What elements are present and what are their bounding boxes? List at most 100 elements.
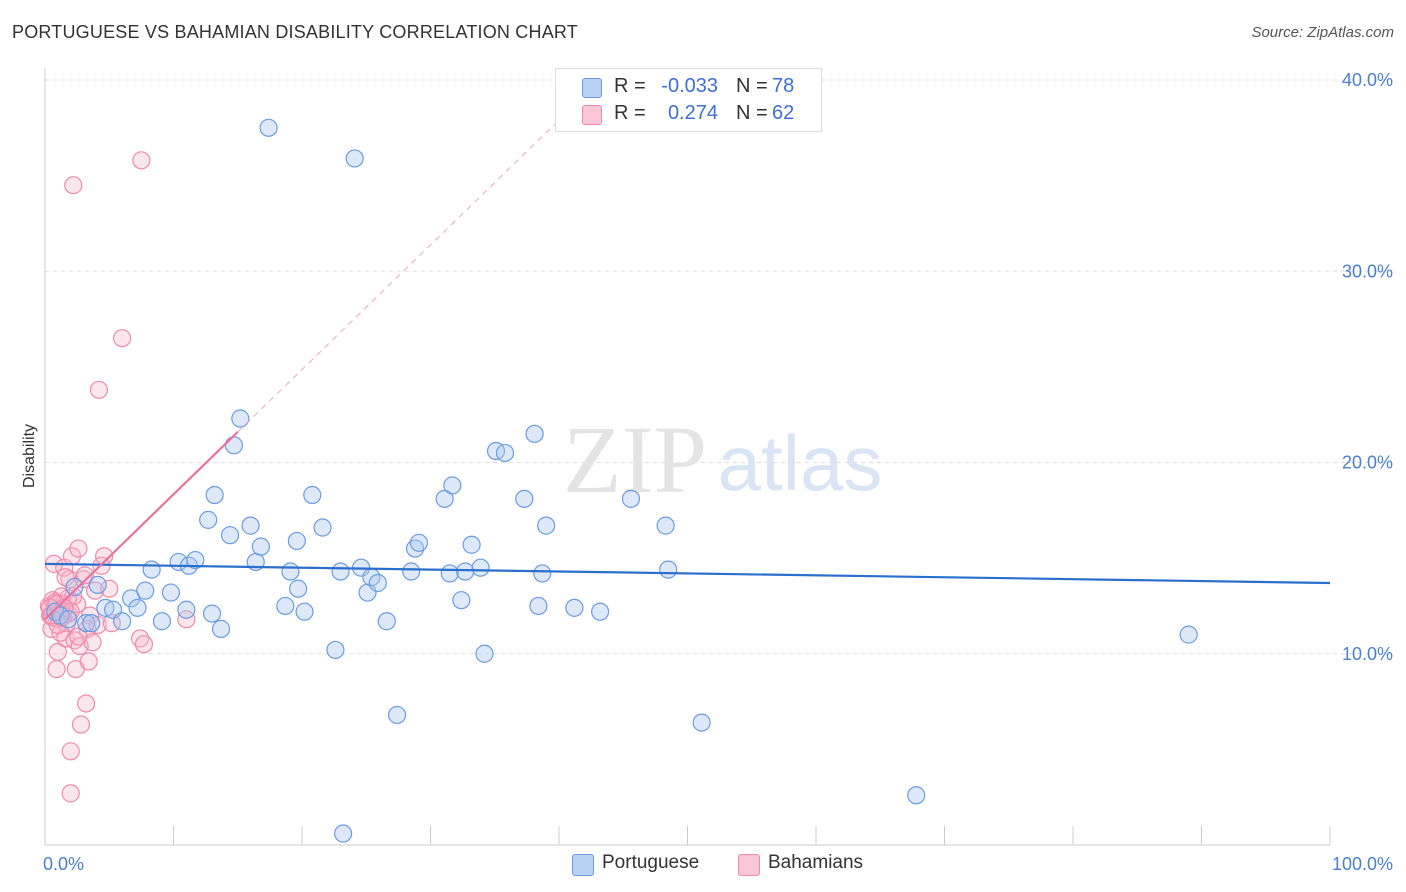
watermark-zip: ZIP: [563, 406, 707, 513]
portuguese-point: [402, 562, 421, 581]
portuguese-point: [440, 564, 459, 583]
bahamians-point: [69, 539, 88, 558]
portuguese-point: [59, 610, 78, 629]
portuguese-point: [88, 575, 107, 595]
bahamians-point: [132, 151, 151, 170]
legend-r-value: 0.274: [667, 102, 718, 124]
portuguese-point: [456, 562, 475, 581]
portuguese-point: [128, 598, 147, 617]
bahamians-point: [48, 642, 67, 661]
bahamians-point: [88, 615, 107, 635]
legend-n-label: N =: [736, 75, 768, 97]
portuguese-point: [259, 118, 278, 137]
portuguese-point: [443, 476, 462, 495]
bahamians-point: [61, 742, 80, 761]
portuguese-point: [224, 436, 243, 455]
bottom-legend-label: Portuguese: [602, 852, 700, 873]
portuguese-point: [112, 612, 132, 631]
source-label: Source: ZipAtlas.com: [1251, 24, 1394, 41]
portuguese-point: [82, 614, 101, 633]
portuguese-point: [621, 489, 641, 508]
portuguese-point: [409, 533, 429, 552]
chart-title: PORTUGUESE VS BAHAMIAN DISABILITY CORREL…: [12, 22, 578, 42]
bahamians-trend-extension: [237, 94, 586, 433]
y-tick-label: 20.0%: [1342, 453, 1393, 473]
portuguese-point: [295, 602, 314, 621]
bahamians-point: [75, 566, 94, 585]
portuguese-point: [152, 612, 172, 631]
portuguese-point: [377, 612, 396, 631]
portuguese-point: [591, 602, 610, 621]
bahamians-trend-line: [44, 431, 239, 621]
portuguese-point: [186, 550, 205, 570]
trend-lines: [44, 94, 1331, 621]
portuguese-point: [387, 705, 407, 725]
x-tick-label: 0.0%: [43, 854, 84, 874]
portuguese-point: [452, 591, 471, 610]
portuguese-point: [251, 537, 270, 556]
y-tick-label: 10.0%: [1342, 644, 1393, 664]
portuguese-point: [659, 560, 678, 579]
portuguese-point: [435, 489, 454, 508]
portuguese-point: [202, 604, 222, 623]
bottom-legend-swatch-blue: [572, 854, 594, 876]
portuguese-point: [345, 149, 364, 168]
portuguese-point: [495, 443, 515, 463]
portuguese-point: [692, 713, 711, 732]
portuguese-point: [281, 562, 300, 581]
portuguese-point: [462, 535, 481, 554]
x-tick-label: 100.0%: [1332, 854, 1393, 874]
bahamians-points: [39, 151, 196, 803]
legend-n-label: N =: [736, 102, 768, 124]
bahamians-point: [71, 715, 91, 734]
bahamians-point: [89, 380, 109, 399]
bahamians-point: [64, 176, 83, 195]
watermark: ZIP atlas: [563, 406, 882, 513]
portuguese-point: [486, 441, 506, 461]
portuguese-point: [331, 562, 350, 581]
legend-row-portuguese: R = -0.033 N = 78: [556, 73, 821, 101]
portuguese-point: [276, 596, 295, 616]
legend-n-value: 62: [772, 102, 795, 124]
portuguese-point: [475, 644, 494, 663]
portuguese-point: [231, 409, 250, 428]
portuguese-point: [65, 577, 84, 596]
axes-layer: 10.0% 20.0% 30.0% 40.0% 0.0% 100.0%: [43, 68, 1393, 874]
bahamians-point: [112, 329, 132, 348]
portuguese-trend-line: [44, 562, 1331, 585]
portuguese-point: [533, 564, 552, 583]
grid-layer: [45, 79, 1392, 655]
portuguese-point: [907, 786, 926, 805]
portuguese-point: [177, 600, 196, 619]
portuguese-point: [565, 598, 584, 617]
portuguese-point: [326, 640, 345, 660]
portuguese-point: [525, 424, 544, 443]
portuguese-point: [515, 489, 534, 508]
portuguese-point: [537, 516, 556, 535]
portuguese-point: [529, 596, 548, 616]
bahamians-point: [79, 652, 98, 671]
bahamians-point: [77, 694, 96, 713]
portuguese-point: [289, 579, 308, 598]
bahamians-point: [69, 627, 88, 646]
legend-r-value: -0.033: [661, 75, 718, 97]
portuguese-point: [1179, 625, 1198, 644]
portuguese-point: [205, 485, 224, 505]
bottom-legend-swatch-pink: [738, 854, 760, 876]
portuguese-point: [220, 526, 240, 545]
y-axis-label: Disability: [21, 424, 38, 488]
bahamians-point: [177, 610, 196, 629]
portuguese-point: [313, 518, 332, 537]
portuguese-point: [303, 485, 322, 505]
bahamians-point: [47, 659, 66, 679]
bahamians-point: [100, 579, 119, 598]
portuguese-point: [656, 516, 675, 535]
y-tick-label: 30.0%: [1342, 261, 1393, 281]
legend-r-label: R =: [614, 75, 646, 97]
y-tick-label: 40.0%: [1342, 70, 1393, 90]
portuguese-point: [161, 583, 181, 602]
portuguese-point: [287, 531, 306, 551]
portuguese-point: [241, 516, 260, 535]
watermark-atlas: atlas: [718, 419, 883, 507]
correlation-legend: R = -0.033 N = 78 R = 0.274 N = 62: [555, 68, 822, 132]
